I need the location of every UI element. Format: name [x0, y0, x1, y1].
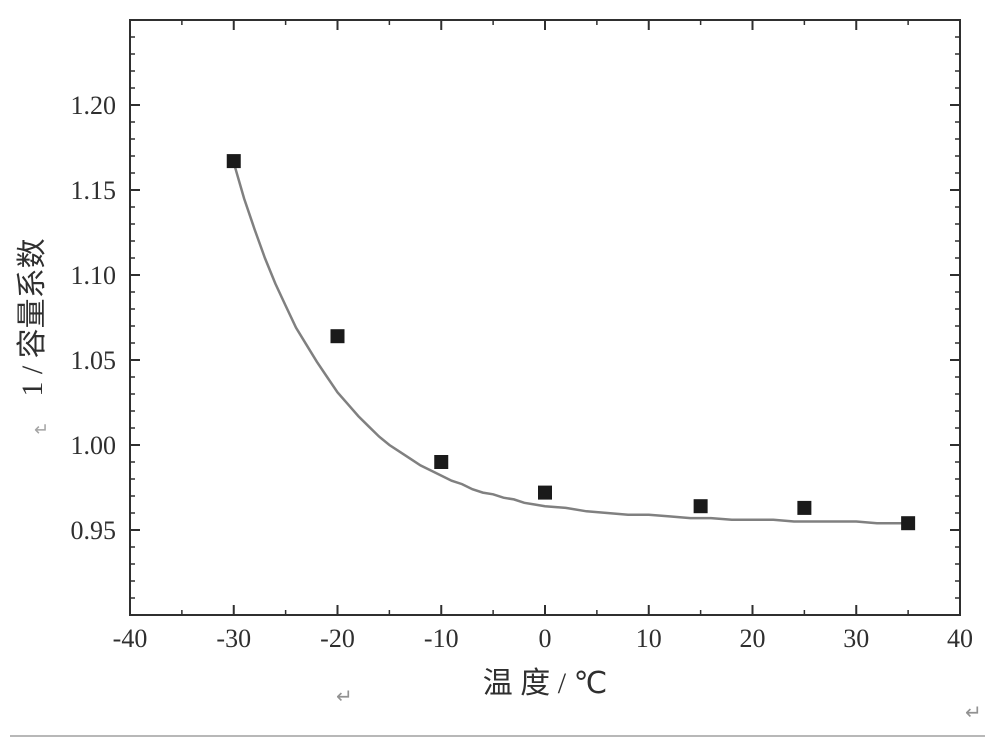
x-tick-label: 20 — [740, 624, 766, 653]
caret-after-unit: ↵ — [336, 684, 353, 709]
x-tick-label: 10 — [636, 624, 662, 653]
data-marker — [434, 455, 448, 469]
y-axis-title: 1 / 容量系数 — [16, 238, 49, 396]
x-tick-label: -10 — [424, 624, 459, 653]
data-marker — [331, 329, 345, 343]
x-tick-label: 0 — [539, 624, 552, 653]
caret-bottom-right: ↵ — [965, 700, 982, 725]
y-tick-label: 1.00 — [71, 431, 117, 460]
data-marker — [227, 154, 241, 168]
data-marker — [694, 499, 708, 513]
y-tick-label: 1.15 — [71, 176, 117, 205]
y-tick-label: 1.10 — [71, 261, 117, 290]
x-axis-title: 温 度 / ℃ — [483, 667, 608, 700]
figure-container: -40 -30 -20 -10 0 10 20 30 40 0.95 1.00 1.05 1.10 1.1… — [0, 0, 1000, 739]
y-tick-label: 1.05 — [71, 346, 117, 375]
x-tick-label: 40 — [947, 624, 973, 653]
caret-after-ylabel: ↵ — [34, 420, 49, 440]
x-tick-label: -30 — [216, 624, 251, 653]
chart-svg: -40 -30 -20 -10 0 10 20 30 40 0.95 1.00 1.05 1.10 1.1… — [0, 0, 1000, 739]
y-tick-label: 1.20 — [71, 91, 117, 120]
data-marker — [797, 501, 811, 515]
y-tick-label: 0.95 — [71, 516, 117, 545]
x-tick-label: 30 — [843, 624, 869, 653]
x-tick-label: -20 — [320, 624, 355, 653]
data-marker — [901, 516, 915, 530]
data-marker — [538, 486, 552, 500]
x-tick-label: -40 — [113, 624, 148, 653]
bottom-rule — [10, 735, 985, 737]
